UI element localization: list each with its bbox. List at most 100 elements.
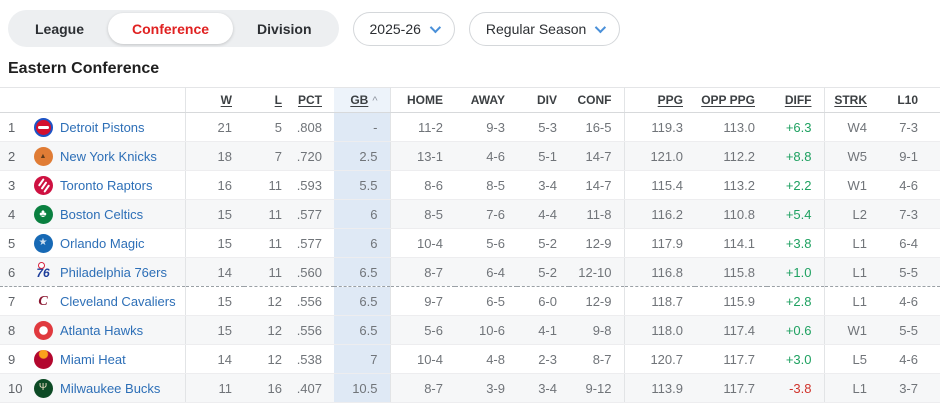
tab-league[interactable]: League xyxy=(11,13,108,44)
cell-w: 14 xyxy=(185,344,244,374)
cell-home: 8-7 xyxy=(390,257,455,287)
cell-gb: - xyxy=(334,112,391,142)
cell-logo xyxy=(26,112,60,142)
cell-ppg: 117.9 xyxy=(624,228,695,258)
cell-div: 4-1 xyxy=(517,315,569,345)
column-header-home[interactable]: HOME xyxy=(390,87,455,113)
season-dropdown[interactable]: 2025-26 xyxy=(352,11,455,46)
cell-logo: 76 xyxy=(26,257,60,287)
team-link[interactable]: Philadelphia 76ers xyxy=(60,264,167,280)
cell-away: 6-5 xyxy=(455,286,517,316)
cell-team: Milwaukee Bucks xyxy=(60,373,186,403)
cell-gb: 6.5 xyxy=(334,257,391,287)
cell-diff: +8.8 xyxy=(767,141,825,171)
column-header-conf[interactable]: CONF xyxy=(569,87,625,113)
column-header-pct[interactable]: PCT xyxy=(294,87,334,113)
cell-l10: 7-3 xyxy=(879,199,940,229)
cell-gb: 6 xyxy=(334,199,391,229)
cell-conf: 11-8 xyxy=(569,199,625,229)
column-header-strk[interactable]: STRK xyxy=(824,87,879,113)
cell-diff: +0.6 xyxy=(767,315,825,345)
cell-rank: 5 xyxy=(0,228,26,258)
cell-div: 4-4 xyxy=(517,199,569,229)
cell-diff: +3.8 xyxy=(767,228,825,258)
cell-home: 8-5 xyxy=(390,199,455,229)
cell-pct: .577 xyxy=(294,199,334,229)
cell-gb: 7 xyxy=(334,344,391,374)
column-header-ppg[interactable]: PPG xyxy=(624,87,695,113)
cell-opp_ppg: 117.7 xyxy=(695,373,767,403)
column-header-div[interactable]: DIV xyxy=(517,87,569,113)
cell-ppg: 115.4 xyxy=(624,170,695,200)
cell-home: 5-6 xyxy=(390,315,455,345)
cell-diff: +2.2 xyxy=(767,170,825,200)
team-link[interactable]: Atlanta Hawks xyxy=(60,322,144,338)
cell-div: 5-2 xyxy=(517,257,569,287)
cell-diff: +5.4 xyxy=(767,199,825,229)
team-link[interactable]: Milwaukee Bucks xyxy=(60,380,161,396)
column-header-rank xyxy=(0,87,26,113)
column-header-diff[interactable]: DIFF xyxy=(767,87,825,113)
cell-away: 7-6 xyxy=(455,199,517,229)
cell-l: 11 xyxy=(244,257,294,287)
cell-l10: 9-1 xyxy=(879,141,940,171)
team-logo-icon xyxy=(33,320,53,340)
table-row: 1 Detroit Pistons 21 5.808-11-2 9-3 5-3 16-5 11… xyxy=(0,112,940,142)
column-label: AWAY xyxy=(470,93,505,107)
cell-strk: W4 xyxy=(824,112,879,142)
team-link[interactable]: Toronto Raptors xyxy=(60,177,153,193)
cell-opp_ppg: 117.7 xyxy=(695,344,767,374)
cell-away: 4-8 xyxy=(455,344,517,374)
cell-rank: 4 xyxy=(0,199,26,229)
cell-rank: 1 xyxy=(0,112,26,142)
team-link[interactable]: Miami Heat xyxy=(60,351,126,367)
cell-strk: L1 xyxy=(824,257,879,287)
cell-pct: .808 xyxy=(294,112,334,142)
tab-conference[interactable]: Conference xyxy=(108,13,234,44)
cell-home: 8-7 xyxy=(390,373,455,403)
team-link[interactable]: Orlando Magic xyxy=(60,235,145,251)
chevron-down-icon xyxy=(595,21,607,33)
cell-away: 4-6 xyxy=(455,141,517,171)
column-label: PCT xyxy=(298,93,322,107)
cell-home: 9-7 xyxy=(390,286,455,316)
cell-home: 11-2 xyxy=(390,112,455,142)
season-type-dropdown[interactable]: Regular Season xyxy=(468,11,621,46)
cell-rank: 7 xyxy=(0,286,26,316)
team-logo-icon: ▲ xyxy=(33,146,53,166)
cell-conf: 9-12 xyxy=(569,373,625,403)
cell-strk: L1 xyxy=(824,228,879,258)
column-header-opp_ppg[interactable]: OPP PPG xyxy=(695,87,767,113)
column-header-w[interactable]: W xyxy=(185,87,244,113)
cell-pct: .407 xyxy=(294,373,334,403)
column-header-l[interactable]: L xyxy=(244,87,294,113)
column-header-away[interactable]: AWAY xyxy=(455,87,517,113)
table-row: 8 Atlanta Hawks 15 12.556 6.5 5-6 10-6 4-1 9-8 11… xyxy=(0,315,940,345)
cell-l: 11 xyxy=(244,199,294,229)
cell-l10: 5-5 xyxy=(879,315,940,345)
column-header-team xyxy=(60,87,186,113)
column-header-gb[interactable]: GB ^ xyxy=(334,87,391,113)
cell-l10: 5-5 xyxy=(879,257,940,287)
cell-diff: +1.0 xyxy=(767,257,825,287)
cell-team: Philadelphia 76ers xyxy=(60,257,186,287)
cell-strk: W1 xyxy=(824,170,879,200)
cell-ppg: 121.0 xyxy=(624,141,695,171)
table-row: 5 ★ Orlando Magic 15 11.577 6 10-4 5-6 5-2 12-9 11… xyxy=(0,228,940,258)
cell-l10: 7-3 xyxy=(879,112,940,142)
cell-logo: Ψ xyxy=(26,373,60,403)
cell-gb: 5.5 xyxy=(334,170,391,200)
cell-away: 10-6 xyxy=(455,315,517,345)
cell-div: 5-3 xyxy=(517,112,569,142)
cell-l: 7 xyxy=(244,141,294,171)
tab-division[interactable]: Division xyxy=(233,13,335,44)
team-link[interactable]: Detroit Pistons xyxy=(60,119,145,135)
team-link[interactable]: New York Knicks xyxy=(60,148,157,164)
cell-l: 12 xyxy=(244,286,294,316)
team-link[interactable]: Boston Celtics xyxy=(60,206,144,222)
cell-ppg: 116.2 xyxy=(624,199,695,229)
cell-opp_ppg: 110.8 xyxy=(695,199,767,229)
column-header-l10[interactable]: L10 xyxy=(879,87,940,113)
team-link[interactable]: Cleveland Cavaliers xyxy=(60,293,176,309)
cell-logo: ▲ xyxy=(26,141,60,171)
